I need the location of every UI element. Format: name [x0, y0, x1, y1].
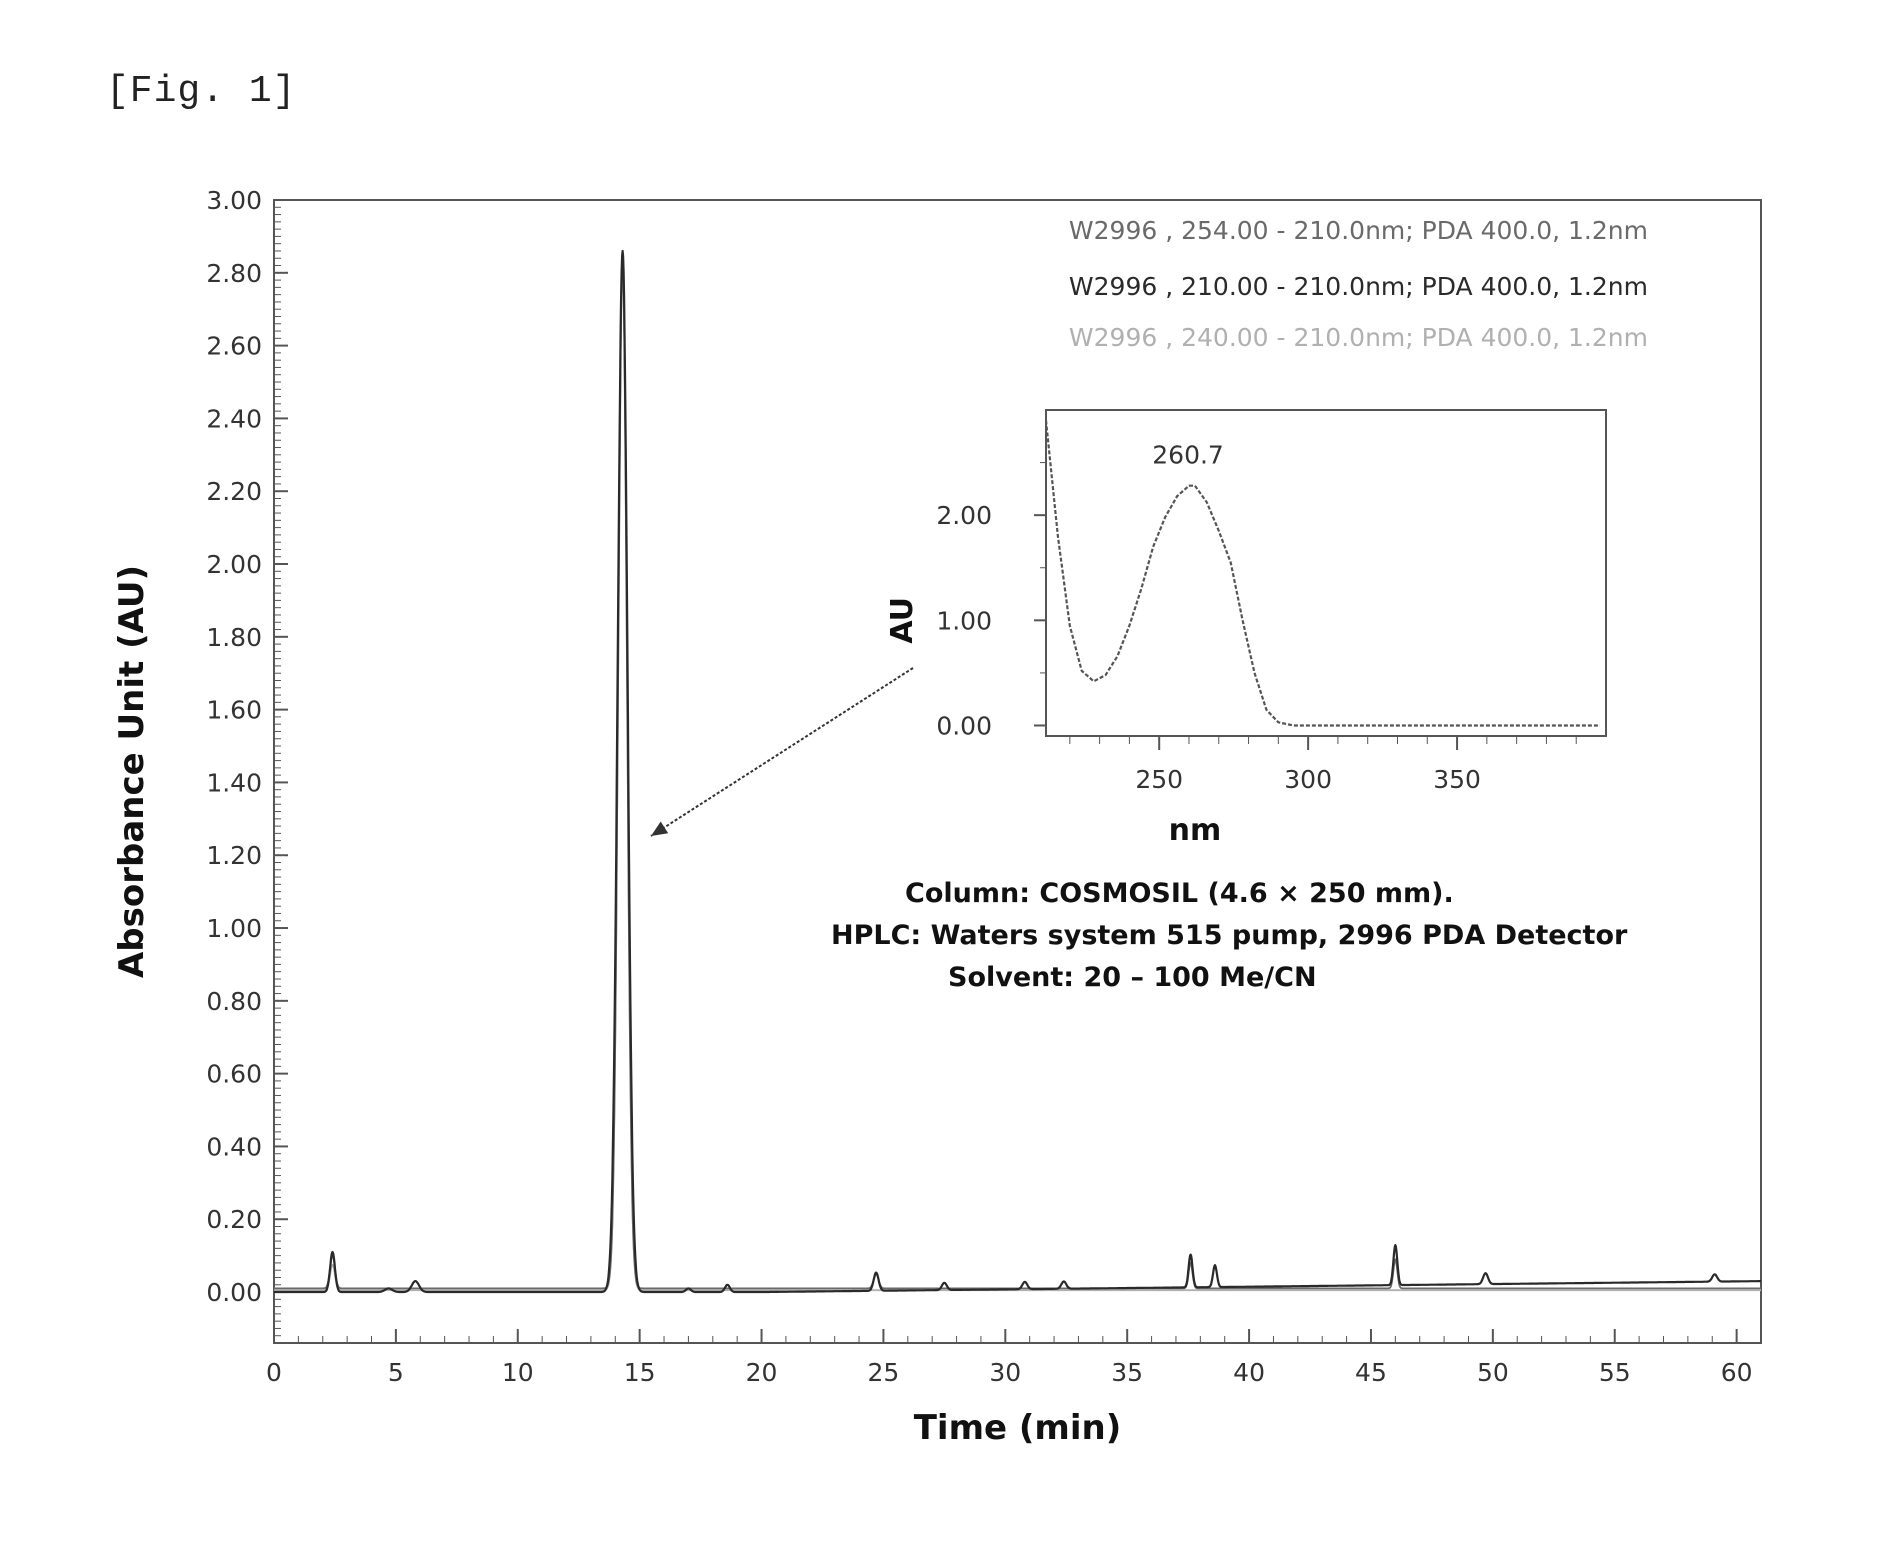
y-tick-label: 2.80: [206, 259, 262, 288]
solvent-note: Solvent: 20 – 100 Me/CN: [948, 962, 1317, 993]
figure-label: [Fig. 1]: [106, 70, 297, 113]
y-tick-label: 0.40: [206, 1132, 262, 1161]
x-tick-label: 40: [1233, 1358, 1265, 1387]
y-tick-label: 0.80: [206, 987, 262, 1016]
inset-x-tick-label: 250: [1135, 765, 1183, 794]
y-tick-label: 0.00: [206, 1278, 262, 1307]
x-axis-title: Time (min): [914, 1408, 1122, 1448]
inset-x-tick-label: 300: [1284, 765, 1332, 794]
y-tick-label: 1.00: [206, 914, 262, 943]
inset-plot-frame: [1045, 409, 1607, 737]
legend: W2996 , 254.00 - 210.0nm; PDA 400.0, 1.2…: [1069, 216, 1648, 352]
main-plot-frame: [273, 199, 1762, 1344]
series-line: [273, 249, 1762, 1294]
main-y-axis: 0.00 0.20 0.40 0.60 0.80 1.00 1.20 1.40 1.60 1.80…: [206, 186, 288, 1344]
y-tick-label: 1.20: [206, 841, 262, 870]
arrow-head: [651, 821, 669, 836]
y-tick-label: 2.40: [206, 404, 262, 433]
inset-y-tick-label: 0.00: [936, 711, 992, 740]
hplc-note: HPLC: Waters system 515 pump, 2996 PDA D…: [831, 920, 1628, 951]
x-tick-label: 10: [502, 1358, 534, 1387]
y-tick-label: 1.40: [206, 768, 262, 797]
x-tick-label: 5: [388, 1358, 404, 1387]
legend-entry: W2996 , 240.00 - 210.0nm; PDA 400.0, 1.2…: [1069, 323, 1648, 352]
y-tick-label: 0.60: [206, 1060, 262, 1089]
inset-spectrum-plot: 250 300 350 0.00 1.00 2.00 260.7 nm AU: [885, 409, 1607, 848]
x-tick-label: 0: [266, 1358, 282, 1387]
x-tick-label: 50: [1477, 1358, 1509, 1387]
inset-peak-label: 260.7: [1152, 441, 1224, 470]
x-tick-label: 35: [1111, 1358, 1143, 1387]
method-notes: Column: COSMOSIL (4.6 × 250 mm). HPLC: W…: [831, 878, 1628, 993]
inset-pointer-arrow: [650, 667, 914, 837]
column-note: Column: COSMOSIL (4.6 × 250 mm).: [905, 878, 1454, 909]
x-tick-label: 20: [746, 1358, 778, 1387]
inset-x-axis: 250 300 350: [1069, 736, 1577, 794]
x-tick-label: 30: [989, 1358, 1021, 1387]
y-tick-label: 2.00: [206, 550, 262, 579]
y-axis-title: Absorbance Unit (AU): [112, 565, 152, 978]
main-plot-area: 0 5 10 15 20 25 30 35 40 45 50 55 60 0.00 0.20 0.40 0.6…: [112, 186, 1762, 1448]
main-series-group: [273, 249, 1762, 1294]
inset-y-axis-title: AU: [885, 597, 920, 644]
inset-y-tick-label: 2.00: [936, 501, 992, 530]
y-tick-label: 3.00: [206, 186, 262, 215]
inset-spectrum-line: [1044, 420, 1600, 727]
legend-entry: W2996 , 210.00 - 210.0nm; PDA 400.0, 1.2…: [1069, 272, 1648, 301]
x-tick-label: 25: [868, 1358, 900, 1387]
inset-y-axis: 0.00 1.00 2.00: [936, 462, 1046, 740]
y-tick-label: 2.60: [206, 332, 262, 361]
inset-x-tick-label: 350: [1433, 765, 1481, 794]
main-x-axis: 0 5 10 15 20 25 30 35 40 45 50 55 60: [266, 1329, 1762, 1387]
x-tick-label: 15: [624, 1358, 656, 1387]
x-tick-label: 55: [1599, 1358, 1631, 1387]
inset-y-tick-label: 1.00: [936, 606, 992, 635]
inset-x-axis-title: nm: [1169, 813, 1222, 848]
y-tick-label: 1.80: [206, 623, 262, 652]
y-tick-label: 2.20: [206, 477, 262, 506]
inset-series-group: [1044, 420, 1600, 727]
x-tick-label: 45: [1355, 1358, 1387, 1387]
x-tick-label: 60: [1721, 1358, 1753, 1387]
y-tick-label: 1.60: [206, 696, 262, 725]
legend-entry: W2996 , 254.00 - 210.0nm; PDA 400.0, 1.2…: [1069, 216, 1648, 245]
y-tick-label: 0.20: [206, 1205, 262, 1234]
